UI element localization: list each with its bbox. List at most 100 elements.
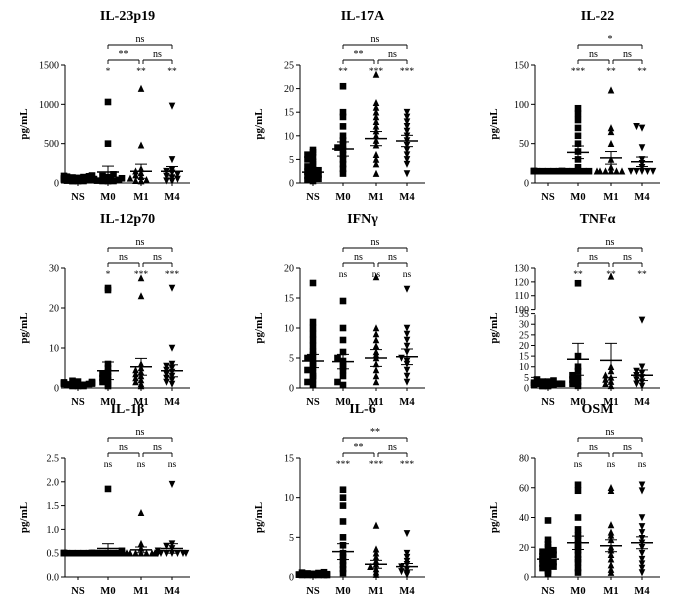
y-tick-label: 0: [524, 179, 529, 190]
x-tick-label: M4: [399, 586, 415, 597]
significance-label: ns: [607, 460, 616, 470]
data-point: [310, 331, 317, 338]
data-point: [575, 133, 582, 140]
data-point: [639, 144, 646, 151]
data-point: [575, 487, 582, 494]
data-point: [373, 545, 380, 552]
x-tick-label: NS: [541, 586, 555, 597]
x-tick-label: NS: [71, 586, 85, 597]
data-point: [608, 484, 615, 491]
y-tick-label: 130: [514, 264, 529, 275]
significance-label: ns: [339, 270, 348, 280]
y-tick-label: 0: [54, 179, 59, 190]
significance-label: *: [106, 67, 111, 77]
y-tick-label: 30: [519, 320, 529, 331]
data-point: [639, 317, 646, 324]
x-tick-label: NS: [306, 192, 320, 203]
data-point: [119, 175, 126, 182]
data-point: [559, 380, 566, 387]
data-point: [89, 379, 96, 386]
y-axis-label: pg/mL: [488, 502, 500, 533]
data-point: [575, 117, 582, 124]
bracket-label: ns: [153, 49, 162, 60]
significance-label: **: [637, 67, 647, 77]
data-point: [545, 517, 552, 524]
y-tick-label: 20: [519, 543, 529, 554]
data-point: [628, 168, 635, 175]
significance-label: ***: [336, 460, 351, 470]
bracket-label: ns: [589, 442, 598, 453]
significance-label: ***: [165, 270, 180, 280]
data-point: [575, 105, 582, 112]
data-point: [404, 530, 411, 537]
x-tick-label: M4: [164, 192, 180, 203]
y-axis-label: pg/mL: [253, 312, 265, 343]
data-point: [105, 486, 112, 493]
bracket-label: ns: [354, 252, 363, 263]
data-point: [310, 337, 317, 344]
data-point: [340, 337, 347, 344]
y-axis-label: pg/mL: [253, 502, 265, 533]
chart-title: IL-23p19: [100, 9, 155, 24]
bracket-label: ns: [136, 34, 145, 45]
panel-il-23p19: IL-23p19pg/mL050010001500NS M0 M1 M4* ** **ns…: [18, 9, 190, 203]
bracket-label: ns: [606, 427, 615, 438]
bracket-label: ns: [623, 252, 632, 263]
x-tick-label: NS: [306, 397, 320, 408]
y-tick-label: 5: [289, 533, 294, 544]
y-tick-label: 100: [514, 305, 529, 316]
y-tick-label: 1000: [39, 100, 59, 111]
x-tick-label: M1: [368, 192, 383, 203]
data-point: [324, 572, 331, 579]
data-point: [531, 382, 538, 389]
data-point: [340, 534, 347, 541]
significance-label: *: [106, 270, 111, 280]
data-point: [169, 481, 176, 488]
significance-label: ***: [400, 460, 415, 470]
data-point: [143, 176, 150, 183]
bracket-label: ns: [589, 49, 598, 60]
x-tick-label: M4: [634, 397, 650, 408]
y-tick-label: 1.5: [47, 501, 60, 512]
x-tick-label: M0: [335, 586, 350, 597]
chart-title: IL-1β: [111, 402, 145, 417]
y-tick-label: 25: [519, 330, 529, 341]
x-tick-label: M1: [133, 586, 148, 597]
data-point: [575, 565, 582, 572]
data-point: [138, 509, 145, 516]
data-point: [564, 168, 571, 175]
x-tick-label: M1: [133, 192, 148, 203]
data-point: [340, 502, 347, 509]
bracket-label: ns: [119, 252, 128, 263]
x-tick-label: M4: [164, 397, 180, 408]
data-point: [633, 123, 640, 130]
significance-label: ns: [137, 460, 146, 470]
y-axis-label: pg/mL: [18, 108, 30, 139]
chart-title: IL-6: [349, 402, 375, 417]
data-point: [639, 514, 646, 521]
data-point: [310, 343, 317, 350]
y-tick-label: 2.5: [47, 454, 60, 465]
significance-label: ns: [638, 460, 647, 470]
y-tick-label: 15: [519, 352, 529, 363]
bracket-label: ns: [388, 49, 397, 60]
data-point: [340, 373, 347, 380]
y-tick-label: 2.0: [47, 477, 60, 488]
x-tick-label: M0: [570, 586, 585, 597]
data-point: [310, 280, 317, 287]
bracket-label: ns: [623, 49, 632, 60]
y-tick-label: 0: [289, 384, 294, 395]
chart-title: IL-12p70: [100, 212, 155, 227]
bracket-label: *: [608, 34, 613, 45]
significance-label: ns: [168, 460, 177, 470]
y-tick-label: 0: [524, 573, 529, 584]
bracket-label: ns: [623, 442, 632, 453]
y-tick-label: 15: [284, 294, 294, 305]
y-axis-label: pg/mL: [18, 502, 30, 533]
x-tick-label: M4: [399, 397, 415, 408]
data-point: [138, 292, 145, 299]
data-point: [119, 548, 126, 555]
y-tick-label: 0: [524, 384, 529, 395]
data-point: [138, 540, 145, 547]
